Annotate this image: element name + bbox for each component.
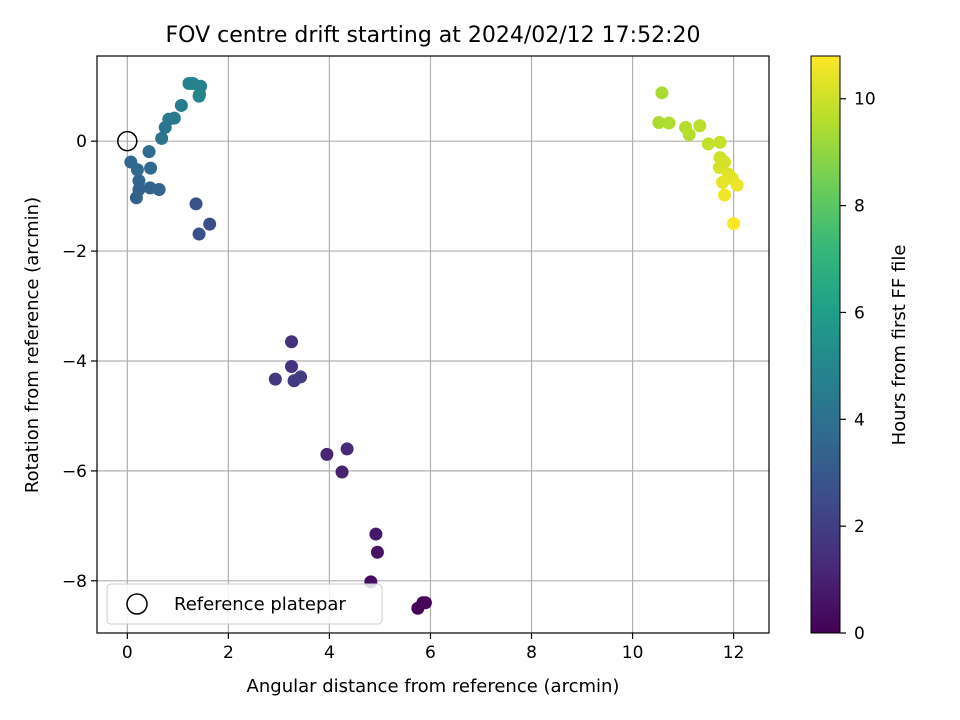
data-point	[144, 161, 158, 175]
legend-label-reference: Reference platepar	[174, 594, 346, 615]
data-point	[155, 131, 169, 145]
reference-platepar-marker	[117, 130, 138, 152]
legend: Reference platepar	[106, 583, 383, 625]
data-point	[718, 188, 732, 202]
plot-frame	[96, 55, 770, 634]
data-point	[335, 465, 349, 479]
data-point	[340, 442, 354, 456]
data-point	[662, 116, 676, 130]
colorbar-label: Hours from first FF file	[889, 245, 910, 446]
colorbar-tick-label: 6	[854, 303, 865, 323]
colorbar-tick-label: 10	[854, 90, 876, 110]
y-axis-label: Rotation from reference (arcmin)	[22, 197, 43, 493]
data-point	[285, 359, 299, 373]
colorbar-ticks: 0 2 4 6 8 10	[840, 90, 876, 644]
data-point	[418, 596, 432, 610]
data-point	[130, 163, 144, 177]
colorbar-tick-label: 8	[854, 197, 865, 217]
data-points	[124, 76, 744, 615]
x-tick-label: 8	[526, 643, 537, 663]
data-point	[369, 527, 383, 541]
data-point	[682, 128, 696, 142]
colorbar	[810, 55, 841, 634]
data-point	[652, 115, 666, 129]
x-tick-label: 4	[324, 643, 335, 663]
data-point	[167, 111, 181, 125]
data-point	[285, 335, 299, 349]
legend-marker-reference	[126, 593, 148, 615]
data-point	[192, 89, 206, 103]
y-tick-label: −6	[62, 462, 87, 482]
data-point	[730, 178, 744, 192]
chart-title: FOV centre drift starting at 2024/02/12 …	[166, 23, 701, 48]
y-tick-label: −4	[62, 352, 87, 372]
data-point	[701, 137, 715, 151]
data-point	[192, 227, 206, 241]
x-axis-label: Angular distance from reference (arcmin)	[247, 676, 620, 697]
data-point	[712, 161, 726, 175]
data-point	[716, 175, 730, 189]
data-point	[320, 447, 334, 461]
data-point	[655, 86, 669, 100]
colorbar-tick-label: 2	[854, 517, 865, 537]
data-point	[132, 174, 146, 188]
legend-box	[106, 583, 383, 625]
x-axis-ticks: 0 2 4 6 8 10 12	[122, 633, 745, 663]
data-point	[142, 145, 156, 159]
data-point	[294, 370, 308, 384]
x-tick-label: 0	[122, 643, 133, 663]
data-point	[152, 183, 166, 197]
data-point	[727, 217, 741, 231]
x-tick-label: 12	[723, 643, 745, 663]
data-point	[203, 217, 217, 231]
colorbar-tick-label: 0	[854, 624, 865, 644]
y-axis-ticks: 0 −2 −4 −6 −8	[62, 132, 97, 592]
x-tick-label: 6	[425, 643, 436, 663]
reference-marker-layer	[117, 130, 138, 152]
grid-lines	[97, 56, 769, 633]
y-tick-label: −8	[62, 572, 87, 592]
x-tick-label: 2	[223, 643, 234, 663]
y-tick-label: −2	[62, 242, 87, 262]
colorbar-tick-label: 4	[854, 410, 865, 430]
x-tick-label: 10	[622, 643, 644, 663]
y-tick-label: 0	[76, 132, 87, 152]
data-point	[174, 98, 188, 112]
data-point	[189, 197, 203, 211]
data-point	[713, 135, 727, 149]
data-point	[693, 119, 707, 133]
data-point	[268, 372, 282, 386]
data-point	[370, 545, 384, 559]
